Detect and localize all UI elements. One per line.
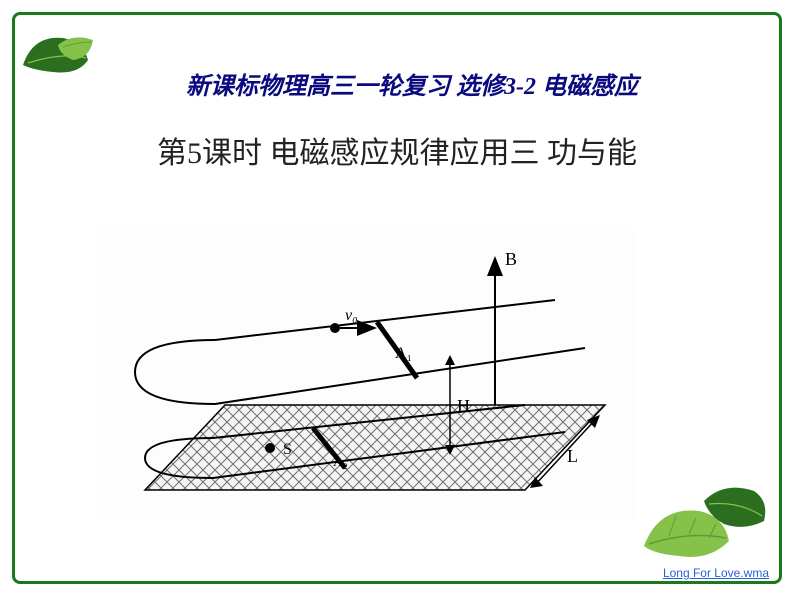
- course-header: 新课标物理高三一轮复习 选修3-2 电磁感应: [70, 66, 754, 101]
- label-v0: v₀: [345, 307, 358, 324]
- lesson-title: 第5课时 电磁感应规律应用三 功与能: [50, 128, 744, 172]
- leaf-decoration-top: [18, 30, 98, 90]
- label-B: B: [505, 249, 517, 269]
- label-A1: A₁: [395, 345, 412, 362]
- label-H: H: [457, 396, 470, 416]
- label-S: S: [283, 441, 292, 458]
- label-A2: A₂: [333, 455, 348, 470]
- audio-link[interactable]: Long For Love.wma: [663, 566, 769, 580]
- leaf-decoration-bottom: [624, 476, 774, 576]
- label-L: L: [567, 446, 578, 466]
- physics-diagram: B v₀ A₁ S A₂ H L: [95, 230, 635, 520]
